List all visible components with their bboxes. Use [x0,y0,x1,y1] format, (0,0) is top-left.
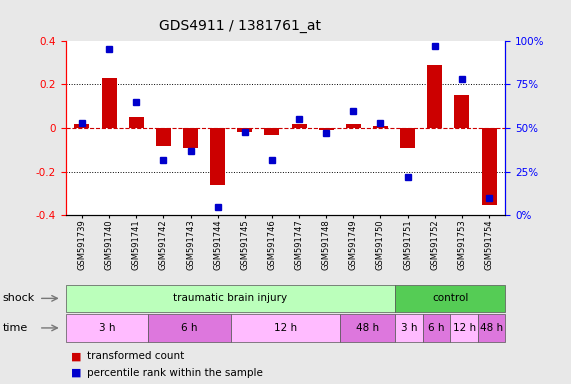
Text: time: time [3,323,28,333]
Text: shock: shock [3,293,35,303]
Text: control: control [432,293,469,303]
Bar [292,124,307,128]
Text: ■: ■ [71,351,82,361]
Text: 6 h: 6 h [181,323,198,333]
Bar [400,128,415,148]
Text: 12 h: 12 h [274,323,297,333]
Text: 3 h: 3 h [99,323,115,333]
Bar [346,124,361,128]
Text: 12 h: 12 h [453,323,476,333]
Bar [373,126,388,128]
Bar [481,128,497,205]
Bar [156,128,171,146]
Bar [129,117,144,128]
Text: GDS4911 / 1381761_at: GDS4911 / 1381761_at [159,19,321,33]
Text: 6 h: 6 h [428,323,445,333]
Text: 48 h: 48 h [480,323,503,333]
Bar [264,128,279,135]
Bar [74,124,90,128]
Bar [183,128,198,148]
Bar [210,128,225,185]
Text: ■: ■ [71,368,82,378]
Text: transformed count: transformed count [87,351,184,361]
Text: traumatic brain injury: traumatic brain injury [174,293,288,303]
Bar [238,128,252,132]
Bar [319,128,333,130]
Text: 3 h: 3 h [401,323,417,333]
Text: 48 h: 48 h [356,323,380,333]
Bar [102,78,116,128]
Bar [455,95,469,128]
Bar [427,65,442,128]
Text: percentile rank within the sample: percentile rank within the sample [87,368,263,378]
